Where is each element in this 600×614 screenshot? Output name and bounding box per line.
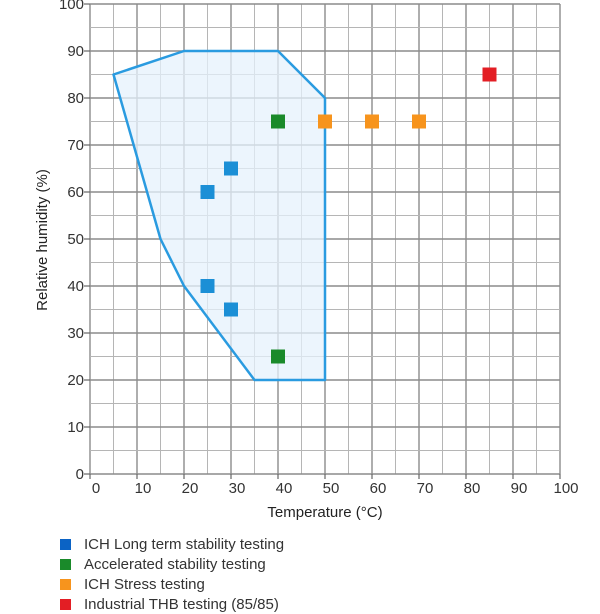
x-axis-label: Temperature (°C): [267, 504, 382, 521]
data-points: [200, 67, 497, 364]
x-tick-label: 50: [323, 480, 340, 497]
data-point: [271, 114, 285, 129]
stability-region: [112, 49, 327, 382]
legend-label: Industrial THB testing (85/85): [84, 595, 279, 613]
legend-label: ICH Stress testing: [84, 575, 205, 593]
data-point: [200, 279, 215, 293]
y-tick-label: 50: [67, 231, 84, 248]
x-tick-label: 0: [92, 480, 100, 497]
y-tick-label: 80: [67, 90, 84, 107]
data-point: [365, 114, 379, 129]
x-tick-label: 80: [464, 480, 481, 497]
x-tick-label: 60: [370, 480, 387, 497]
legend-label: Accelerated stability testing: [84, 555, 266, 573]
y-tick-label: 20: [67, 372, 84, 389]
data-point: [271, 349, 285, 364]
legend-swatch: [60, 558, 71, 570]
data-point: [224, 302, 238, 317]
data-point: [224, 161, 238, 176]
legend: ICH Long term stability testing Accelera…: [60, 534, 284, 614]
x-tick-label: 70: [417, 480, 434, 497]
x-tick-label: 20: [182, 480, 199, 497]
y-tick-label: 60: [67, 184, 84, 201]
y-tick-label: 10: [67, 419, 84, 436]
y-tick-label: 40: [67, 278, 84, 295]
y-tick-label: 0: [76, 466, 84, 483]
x-tick-label: 10: [135, 480, 152, 497]
legend-item: Industrial THB testing (85/85): [60, 594, 284, 614]
y-axis-label: Relative humidity (%): [34, 169, 51, 311]
x-tick-label: 40: [276, 480, 293, 497]
y-tick-label: 90: [67, 43, 84, 60]
legend-item: Accelerated stability testing: [60, 554, 284, 574]
x-tick-label: 90: [511, 480, 528, 497]
data-point: [412, 114, 426, 129]
legend-swatch: [60, 578, 71, 590]
x-tick-label: 100: [553, 480, 578, 497]
y-tick-label: 30: [67, 325, 84, 342]
legend-swatch: [60, 598, 71, 610]
legend-swatch: [60, 538, 71, 550]
tick-labels: 0 10 20 30 40 50 60 70 80 90 100 0 10 20 30 40 50 60 70 80 9…: [59, 0, 579, 497]
legend-label: ICH Long term stability testing: [84, 535, 285, 553]
legend-item: ICH Long term stability testing: [60, 534, 284, 554]
y-tick-label: 100: [59, 0, 84, 13]
legend-item: ICH Stress testing: [60, 574, 284, 594]
data-point: [318, 114, 332, 129]
data-point: [482, 67, 497, 82]
chart: 0 10 20 30 40 50 60 70 80 90 100 0 10 20 30 40 50 60 70 80 9…: [34, 0, 579, 521]
x-tick-label: 30: [229, 480, 246, 497]
data-point: [200, 185, 215, 199]
y-tick-label: 70: [67, 137, 84, 154]
